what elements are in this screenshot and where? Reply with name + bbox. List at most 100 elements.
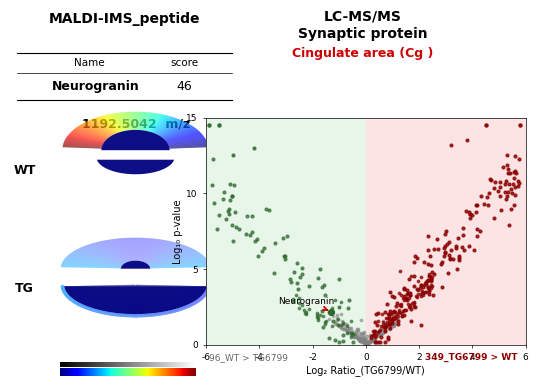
Polygon shape <box>136 285 188 307</box>
Point <box>356 338 364 344</box>
Polygon shape <box>76 127 108 138</box>
Point <box>357 336 366 342</box>
Point <box>416 292 425 299</box>
Point <box>379 326 388 332</box>
Point <box>224 207 233 214</box>
Point <box>364 340 372 346</box>
Point <box>354 334 363 341</box>
Polygon shape <box>164 130 198 140</box>
Polygon shape <box>66 285 136 294</box>
Point <box>269 270 278 276</box>
Polygon shape <box>119 113 128 131</box>
Point <box>312 312 321 318</box>
Point <box>305 283 314 290</box>
Point <box>373 321 382 328</box>
Point <box>416 322 425 328</box>
Polygon shape <box>77 127 108 138</box>
Point <box>430 246 438 252</box>
Point <box>379 324 388 330</box>
Polygon shape <box>107 285 136 314</box>
Point <box>334 276 343 283</box>
Polygon shape <box>66 138 103 144</box>
Point <box>385 325 394 332</box>
Point <box>391 303 400 309</box>
Point <box>476 228 485 234</box>
Polygon shape <box>131 238 134 261</box>
Polygon shape <box>85 245 126 263</box>
Point <box>357 330 365 336</box>
Polygon shape <box>63 143 102 147</box>
Point <box>440 245 448 251</box>
Polygon shape <box>118 238 132 261</box>
Polygon shape <box>140 112 145 130</box>
Polygon shape <box>146 114 159 131</box>
Point <box>353 326 362 332</box>
Polygon shape <box>126 112 132 130</box>
Polygon shape <box>136 285 149 315</box>
Polygon shape <box>65 285 136 294</box>
Polygon shape <box>116 285 136 315</box>
Polygon shape <box>109 114 124 131</box>
Polygon shape <box>136 285 193 304</box>
Polygon shape <box>93 243 127 262</box>
Polygon shape <box>143 242 173 262</box>
Polygon shape <box>63 143 102 147</box>
Polygon shape <box>139 112 143 130</box>
Polygon shape <box>72 285 136 301</box>
Polygon shape <box>150 259 207 266</box>
Polygon shape <box>167 137 204 143</box>
Polygon shape <box>166 134 202 142</box>
Point <box>392 319 401 325</box>
Point <box>430 271 438 277</box>
Polygon shape <box>149 255 203 265</box>
Polygon shape <box>136 285 204 296</box>
Point <box>470 247 479 253</box>
Point <box>367 333 376 339</box>
Polygon shape <box>108 240 130 261</box>
Polygon shape <box>159 123 188 136</box>
Point <box>406 318 415 324</box>
Polygon shape <box>169 140 207 145</box>
Polygon shape <box>136 285 182 309</box>
Polygon shape <box>118 285 136 315</box>
Polygon shape <box>136 285 176 311</box>
Polygon shape <box>87 245 126 263</box>
Polygon shape <box>162 126 192 138</box>
Polygon shape <box>149 115 164 132</box>
Polygon shape <box>136 285 209 287</box>
Point <box>406 302 415 308</box>
Point <box>396 303 405 309</box>
Polygon shape <box>63 285 136 289</box>
Point <box>351 334 359 340</box>
Polygon shape <box>150 260 207 267</box>
Point <box>365 338 373 345</box>
Point <box>433 236 441 242</box>
Point <box>360 341 369 347</box>
Polygon shape <box>72 131 106 140</box>
Point <box>328 313 337 319</box>
Polygon shape <box>117 285 136 315</box>
Point <box>346 330 355 336</box>
Polygon shape <box>121 238 133 261</box>
Polygon shape <box>150 115 166 132</box>
Polygon shape <box>136 285 175 311</box>
Polygon shape <box>92 243 127 262</box>
Polygon shape <box>120 285 136 315</box>
Point <box>352 332 361 338</box>
Point <box>516 122 525 128</box>
Point <box>342 321 351 327</box>
Point <box>506 205 515 212</box>
Point <box>390 309 398 315</box>
Point <box>425 273 434 279</box>
Polygon shape <box>62 263 121 267</box>
Polygon shape <box>136 285 197 302</box>
Point <box>350 333 359 339</box>
Polygon shape <box>136 285 202 298</box>
Polygon shape <box>62 264 121 267</box>
Point <box>424 283 433 290</box>
Point <box>410 298 418 305</box>
Point <box>390 294 398 300</box>
Polygon shape <box>76 285 136 303</box>
Polygon shape <box>143 241 172 262</box>
Polygon shape <box>136 285 162 314</box>
